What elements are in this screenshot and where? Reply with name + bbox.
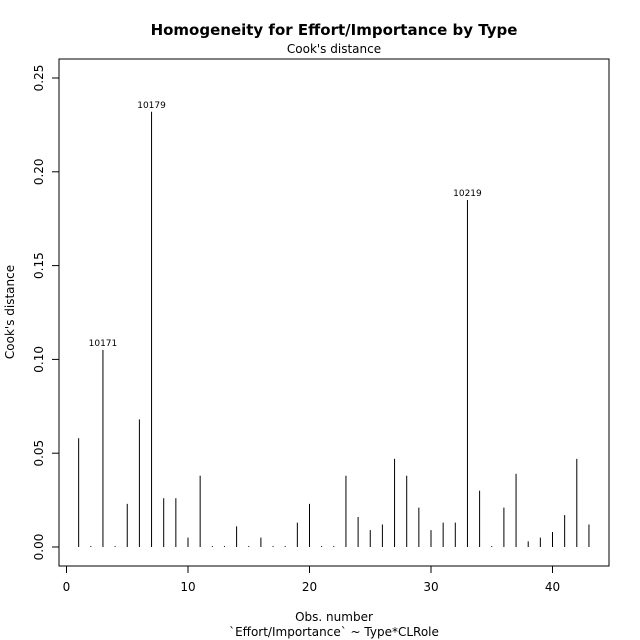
x-tick-label: 10: [180, 580, 195, 594]
x-axis-formula-label: `Effort/Importance` ~ Type*CLRole: [229, 625, 439, 639]
point-label: 10179: [137, 101, 166, 111]
y-axis-label: Cook's distance: [3, 265, 17, 359]
y-tick-label: 0.15: [32, 252, 46, 279]
bars-group: [78, 111, 590, 547]
chart-title: Homogeneity for Effort/Importance by Typ…: [151, 21, 518, 39]
x-tick-label: 20: [302, 580, 317, 594]
x-axis: 0 10 20 30 40: [63, 566, 560, 594]
point-label: 10219: [453, 189, 482, 199]
x-tick-label: 0: [63, 580, 71, 594]
x-axis-label: Obs. number: [295, 610, 373, 624]
chart-subtitle: Cook's distance: [287, 42, 381, 56]
y-tick-label: 0.20: [32, 158, 46, 185]
y-tick-label: 0.25: [32, 65, 46, 92]
y-tick-label: 0.10: [32, 346, 46, 373]
point-label: 10171: [89, 339, 118, 349]
x-tick-label: 30: [423, 580, 438, 594]
y-axis: 0.00 0.05 0.10 0.15 0.20 0.25: [32, 65, 59, 561]
point-labels-group: 10171 10179 10219: [89, 101, 482, 349]
y-tick-label: 0.00: [32, 534, 46, 561]
plot-frame: [58, 58, 610, 567]
y-tick-label: 0.05: [32, 440, 46, 467]
x-tick-label: 40: [545, 580, 560, 594]
